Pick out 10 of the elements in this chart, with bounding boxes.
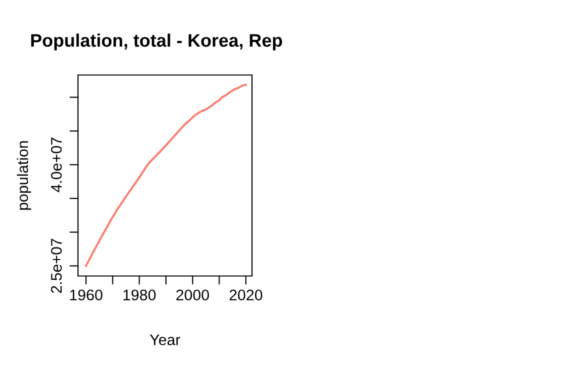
y-tick-label: 4.0e+07 — [50, 138, 62, 192]
line-series — [84, 84, 247, 267]
y-axis-title: population — [16, 141, 32, 210]
x-axis-title: Year — [150, 334, 180, 346]
x-tick-label: 2000 — [176, 290, 209, 300]
x-tick-label: 1980 — [123, 290, 156, 300]
y-tick-label: 2.5e+07 — [50, 238, 62, 293]
x-tick-label: 1960 — [70, 290, 102, 300]
chart-title: Population, total - Korea, Rep — [31, 34, 282, 50]
x-tick-label: 2020 — [230, 290, 262, 300]
